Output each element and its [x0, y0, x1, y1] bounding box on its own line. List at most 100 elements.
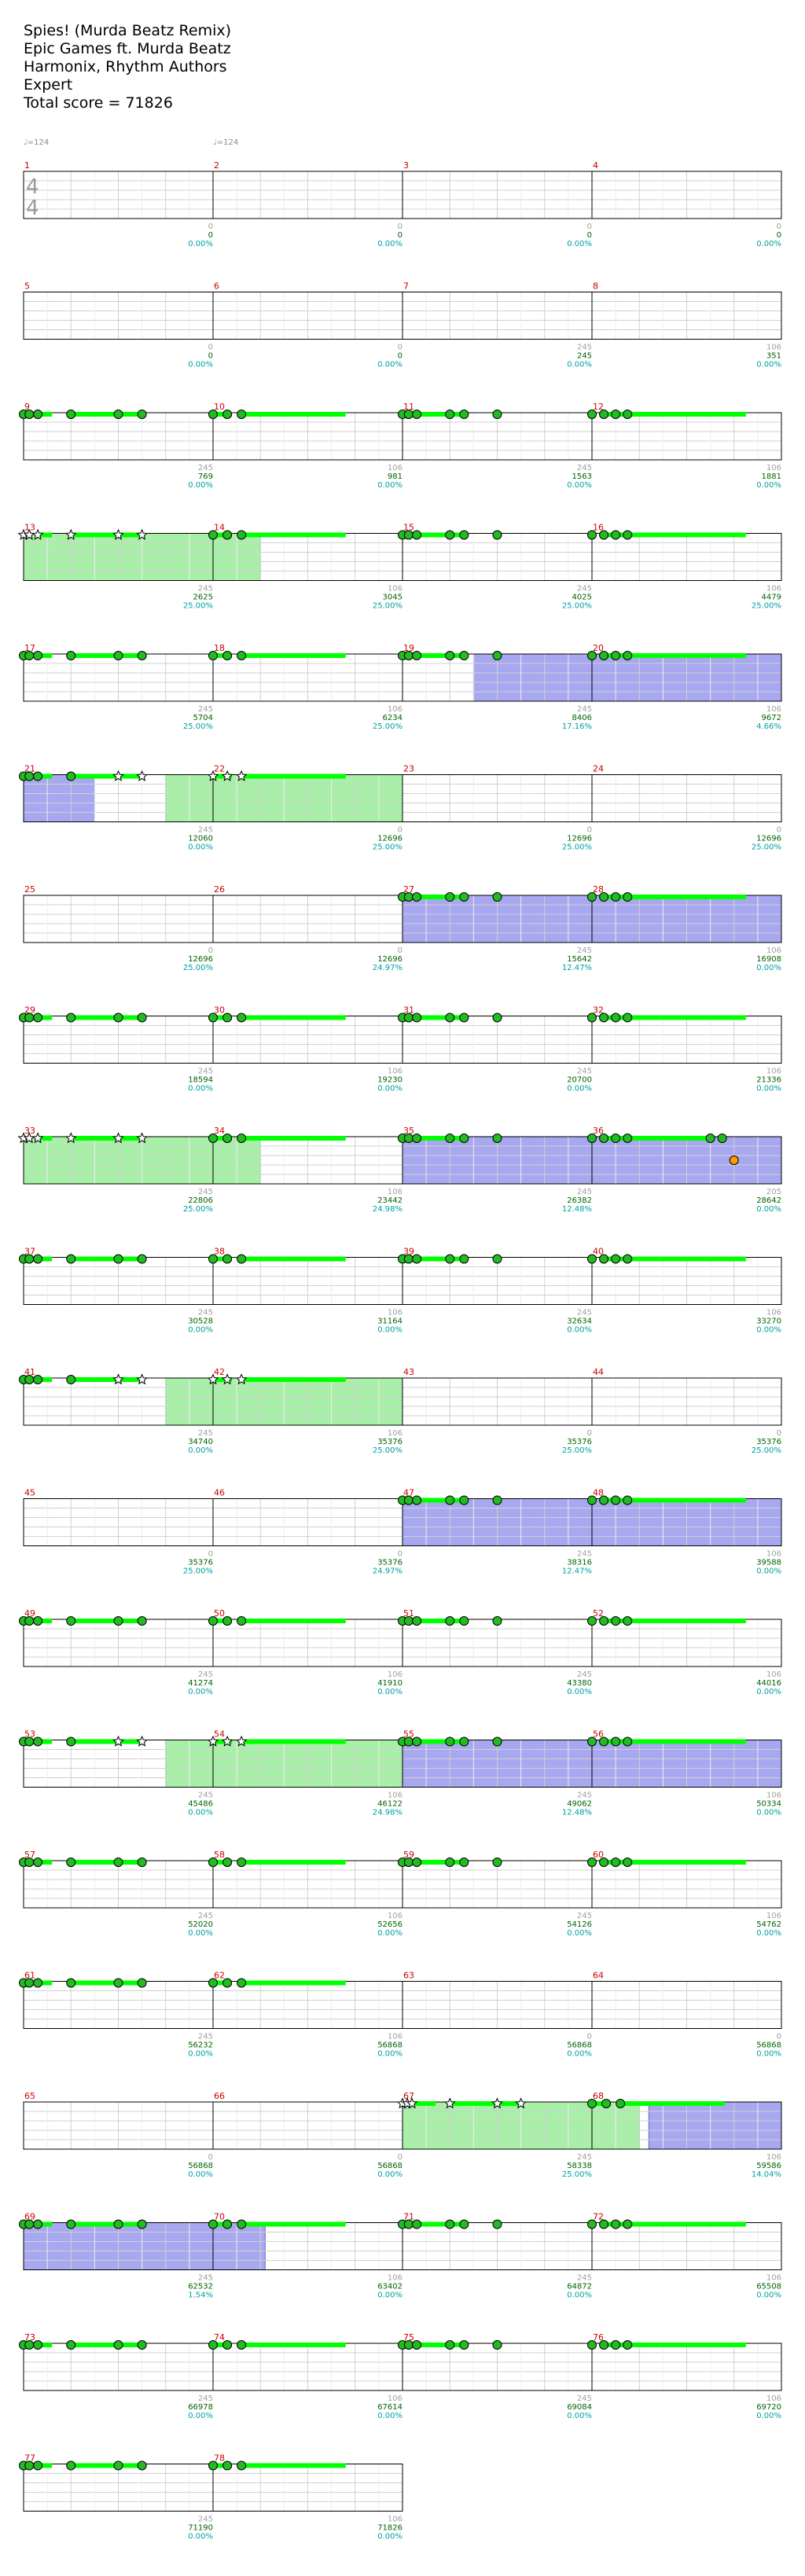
measure-score: 9672 [762, 714, 781, 722]
green-note [445, 1012, 455, 1023]
green-note [33, 771, 43, 781]
measure-score: 35376 [377, 1559, 402, 1567]
measure-percent: 0.00% [567, 1326, 592, 1335]
green-note [492, 1858, 502, 1867]
green-note [33, 1375, 43, 1384]
measure-number: 37 [24, 1247, 35, 1257]
measure-score: 22806 [188, 1196, 213, 1205]
star-note [31, 1132, 44, 1144]
green-note [623, 1012, 633, 1023]
green-note [208, 530, 218, 540]
measure-base-score: 0 [587, 2033, 592, 2041]
star-note [443, 2097, 456, 2109]
green-note [599, 2219, 609, 2229]
sustain-tail [627, 895, 746, 899]
sustain-tail [627, 1860, 746, 1865]
measure-score: 52656 [377, 1920, 402, 1929]
green-note [587, 2219, 597, 2229]
measure-score: 28642 [756, 1196, 781, 1205]
measure-number: 30 [214, 1005, 225, 1016]
green-note [208, 1616, 218, 1626]
sustain-tail [627, 1256, 746, 1262]
measure-number: 24 [593, 764, 604, 774]
green-note [222, 1858, 233, 1867]
measure-base-score: 245 [198, 2394, 213, 2403]
measure-base-score: 245 [577, 1912, 592, 1920]
measure-number: 13 [24, 523, 35, 533]
measure-base-score: 106 [766, 2274, 781, 2283]
green-note [33, 2219, 43, 2229]
green-note [208, 651, 218, 660]
green-note [66, 2460, 76, 2471]
measure-percent: 0.00% [567, 2050, 592, 2059]
measure-percent: 0.00% [567, 481, 592, 490]
measure-percent: 25.00% [562, 602, 592, 611]
measure-percent: 0.00% [188, 1446, 213, 1455]
green-note [492, 1012, 502, 1023]
measure-score: 69084 [567, 2403, 592, 2412]
measure-number: 59 [403, 1850, 414, 1860]
sustain-tail [213, 1015, 233, 1020]
measure-percent: 0.00% [377, 361, 402, 369]
green-note [113, 1858, 123, 1867]
measure-number: 20 [593, 643, 604, 653]
measure-base-score: 106 [388, 1188, 402, 1196]
measure-percent: 12.48% [562, 1809, 592, 1817]
sustain-tail [627, 1136, 713, 1141]
green-note [66, 2340, 76, 2350]
measure-score: 1563 [572, 472, 592, 481]
green-note [208, 2340, 218, 2350]
staff-row: 53245454860.00%541064612224.98%552454906… [19, 1729, 782, 1817]
measure-base-score: 245 [577, 1670, 592, 1679]
sustain-tail [213, 2463, 233, 2468]
measure-score: 33270 [756, 1317, 781, 1326]
measure-score: 245 [577, 352, 592, 361]
measure-number: 71 [403, 2212, 414, 2222]
measure-number: 55 [403, 1729, 414, 1740]
measure-base-score: 245 [577, 2274, 592, 2283]
sustain-tail [241, 1739, 346, 1744]
sustain-tail [213, 412, 233, 417]
green-note [33, 2460, 43, 2471]
sustain-tail [38, 412, 53, 417]
measure-number: 51 [403, 1608, 414, 1619]
measure-score: 67614 [377, 2403, 402, 2412]
green-note [492, 530, 502, 540]
measure-percent: 0.00% [188, 1929, 213, 1938]
measure-score: 56868 [567, 2041, 592, 2050]
star-note [136, 1132, 149, 1144]
sustain-tail [241, 1377, 346, 1382]
overdrive-region [472, 653, 782, 702]
green-note [705, 1134, 715, 1143]
time-signature-top: 4 [26, 175, 39, 199]
green-note [237, 1616, 247, 1626]
green-note [208, 1134, 218, 1143]
measure-base-score: 245 [577, 585, 592, 593]
measure-base-score: 245 [577, 1550, 592, 1559]
measure-base-score: 0 [208, 222, 213, 231]
star-note [491, 2097, 503, 2109]
green-note [459, 1254, 469, 1264]
measure-number: 56 [593, 1729, 604, 1740]
green-note [599, 1012, 609, 1023]
sustain-tail [71, 1980, 142, 1986]
measure-number: 76 [593, 2332, 604, 2343]
measure-score: 16908 [756, 955, 781, 964]
green-note [623, 1254, 633, 1264]
measure-score: 56868 [188, 2162, 213, 2170]
green-note [611, 892, 621, 902]
measure-percent: 25.00% [183, 964, 213, 972]
measure-base-score: 0 [208, 2153, 213, 2162]
measure-base-score: 245 [198, 1429, 213, 1438]
green-note [459, 530, 469, 540]
sustain-tail [592, 2101, 612, 2106]
measure-percent: 25.00% [562, 2170, 592, 2179]
green-note [459, 410, 469, 419]
measure-percent: 0.00% [377, 2170, 402, 2179]
measure-number: 53 [24, 1729, 35, 1740]
sustain-tail [213, 2343, 233, 2347]
green-note [24, 1254, 35, 1264]
sustain-tail [71, 532, 142, 538]
green-note [113, 410, 123, 419]
measure-number: 78 [214, 2453, 225, 2464]
